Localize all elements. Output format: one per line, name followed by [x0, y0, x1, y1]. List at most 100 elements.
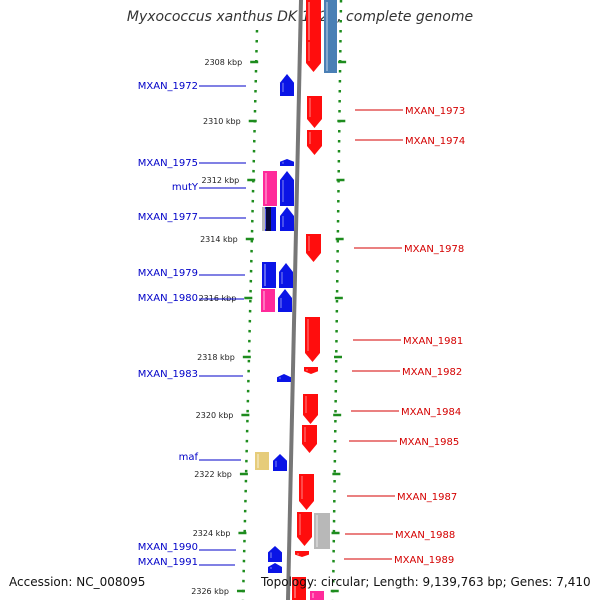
gene-mxan-1983	[277, 374, 291, 382]
topology-text: Topology: circular; Length: 9,139,763 bp…	[261, 575, 591, 589]
rna-muty-shine	[265, 173, 267, 204]
left-gene-label: MXAN_1972	[138, 81, 198, 92]
right-gene-label: MXAN_1985	[399, 437, 459, 448]
left-gene-label: MXAN_1980	[138, 293, 198, 304]
right-gene-label: MXAN_1987	[397, 492, 457, 503]
tick-label: 2310 kbp	[203, 117, 241, 126]
gene-top-red-tip	[306, 40, 321, 72]
right-guide-inner	[331, 0, 343, 600]
left-gene-label: MXAN_1983	[138, 369, 198, 380]
gene-mxan-1973-shine	[309, 98, 311, 117]
right-gene-label: MXAN_1988	[395, 530, 455, 541]
gene-mxan-1981-shine	[307, 319, 309, 351]
dotted-guides	[241, 0, 343, 600]
gene-mxan-1979b-shine	[281, 272, 283, 284]
right-gene-label: MXAN_1982	[402, 367, 462, 378]
gene-mxan-1985-shine	[304, 427, 306, 442]
gene-top-red-tip-shine	[308, 42, 310, 61]
gene-mxan-1990-shine	[270, 552, 272, 558]
tick-label: 2318 kbp	[197, 353, 235, 362]
rna-mxan-1980	[261, 289, 275, 312]
gene-mxan-1988	[297, 512, 312, 546]
tick-label: 2320 kbp	[196, 411, 234, 420]
gene-muty	[280, 171, 294, 206]
gene-mxan-1973	[307, 96, 322, 128]
gene-mxan-1977-dark	[266, 207, 271, 231]
gene-top-red-shine	[308, 2, 310, 54]
left-gene-label: MXAN_1990	[138, 542, 198, 553]
rna-maf	[255, 452, 269, 470]
rna-bottom-magenta-shine	[312, 593, 314, 598]
tick-label: 2314 kbp	[200, 235, 238, 244]
gene-mxan-1990	[268, 546, 282, 562]
gene-maf-shine	[275, 460, 277, 467]
gene-mxan-1979-shine	[264, 264, 266, 286]
gene-muty-shine	[282, 180, 284, 202]
tick-label: 2326 kbp	[191, 587, 229, 596]
gene-mxan-1974-shine	[309, 132, 311, 144]
right-gene-label: MXAN_1973	[405, 106, 465, 117]
gene-mxan-1978	[306, 234, 321, 262]
gene-mxan-1977-grey	[262, 207, 265, 231]
right-gene-label: MXAN_1974	[405, 136, 465, 147]
rna-bottom-magenta	[310, 591, 324, 600]
tick-label: 2322 kbp	[194, 470, 232, 479]
right-gene-label: MXAN_1989	[394, 555, 454, 566]
right-gene-label: MXAN_1984	[401, 407, 461, 418]
gene-bottom-red	[292, 577, 306, 600]
gene-mxan-1991-shine	[270, 567, 272, 569]
gene-mxan-1979	[262, 262, 276, 288]
gene-mxan-1977b	[280, 207, 294, 231]
gene-mxan-1974	[307, 130, 322, 155]
gene-mxan-1991	[268, 563, 282, 573]
rna-maf-shine	[257, 454, 259, 468]
feature-group	[255, 0, 337, 600]
gene-mxan-1977b-shine	[282, 216, 284, 227]
gene-mxan-1985	[302, 425, 317, 453]
left-gene-label: MXAN_1991	[138, 557, 198, 568]
gene-mxan-1987	[299, 474, 314, 510]
backbone-group	[286, 0, 303, 600]
left-gene-label: mutY	[172, 182, 199, 193]
rna-muty	[263, 171, 277, 206]
left-gene-label: MXAN_1977	[138, 212, 198, 223]
rna-grey-1988	[314, 513, 330, 549]
gene-mxan-1980	[278, 289, 292, 312]
gene-maf	[273, 454, 287, 471]
gene-mxan-1981	[305, 317, 320, 362]
gene-mxan-1987-shine	[301, 476, 303, 499]
gene-mxan-1975-shine	[282, 161, 284, 164]
tick-label: 2312 kbp	[202, 176, 240, 185]
gene-mxan-1980-shine	[280, 298, 282, 308]
gene-mxan-1978-shine	[308, 236, 310, 251]
genome-backbone	[286, 0, 303, 600]
left-gene-label: maf	[179, 452, 199, 463]
gene-mxan-1984-shine	[305, 396, 307, 413]
gene-top-steelblue	[324, 0, 337, 73]
accession-text: Accession: NC_008095	[9, 575, 146, 589]
left-gene-label: MXAN_1975	[138, 158, 198, 169]
label-group: MXAN_1972 MXAN_1975 mutY MXAN_1977 MXAN_1979…	[138, 81, 466, 568]
gene-mxan-1989	[295, 551, 309, 557]
gene-mxan-1988-shine	[299, 514, 301, 535]
gene-mxan-1982-shine	[306, 369, 308, 371]
right-gene-label: MXAN_1978	[404, 244, 464, 255]
gene-mxan-1982	[304, 367, 318, 374]
gene-mxan-1975	[280, 159, 294, 166]
gene-top-steelblue-shine	[326, 2, 328, 71]
gene-mxan-1984	[303, 394, 318, 424]
gene-mxan-1989-shine	[297, 553, 299, 555]
gene-bottom-red-shine	[294, 579, 296, 598]
gene-mxan-1972	[280, 74, 294, 96]
right-gene-label: MXAN_1981	[403, 336, 463, 347]
left-gene-label: MXAN_1979	[138, 268, 198, 279]
rna-grey-1988-shine	[316, 515, 318, 547]
tick-label: 2324 kbp	[193, 529, 231, 538]
gene-mxan-1979b	[279, 263, 293, 288]
rna-mxan-1980-shine	[263, 291, 265, 310]
gene-mxan-1972-shine	[282, 82, 284, 92]
left-guide-inner	[241, 29, 259, 600]
tick-label: 2308 kbp	[204, 58, 242, 67]
